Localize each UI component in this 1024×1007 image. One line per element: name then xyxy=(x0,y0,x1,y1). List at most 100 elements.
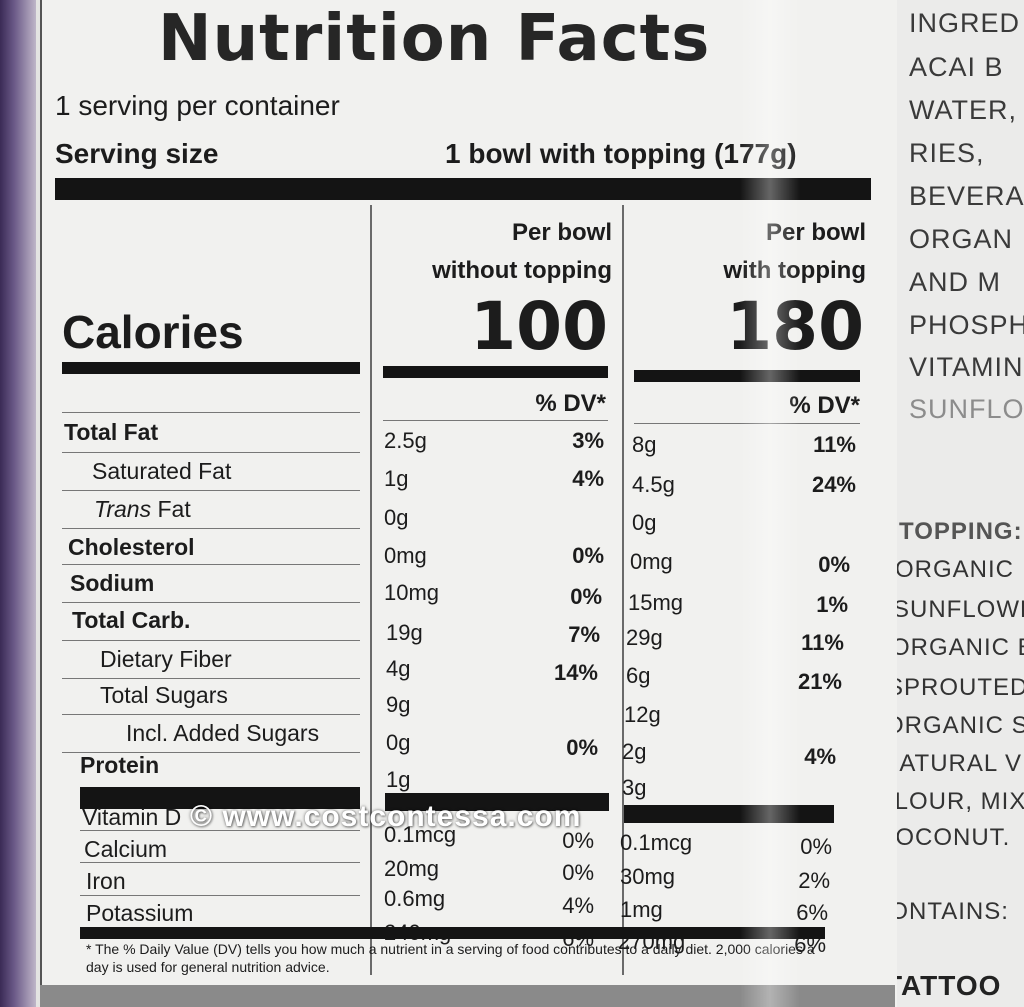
ingredient-line: ORGAN xyxy=(909,224,1014,254)
total-fat-dv-without: 3% xyxy=(572,428,604,453)
row-rule xyxy=(383,420,608,421)
nutrient-trans-fat-label: Trans Fat xyxy=(94,496,191,523)
saturated-fat-amount-without: 1g xyxy=(384,466,409,491)
dietary-fiber-amount-with: 6g xyxy=(626,663,651,688)
column-header-with-topping: Per bowl with topping xyxy=(632,214,866,290)
total-fat-dv-with: 11% xyxy=(813,432,856,457)
total-sugars-amount-with: 12g xyxy=(624,702,661,727)
protein-amount-without: 1g xyxy=(386,767,411,792)
iron-amount-without: 0.6mg xyxy=(384,886,446,911)
topping-line: SUNFLOWE xyxy=(897,596,1024,623)
nutrient-cholesterol-label: Cholesterol xyxy=(68,534,195,560)
vitamin-d-amount-without: 0.1mcg xyxy=(384,822,457,847)
total-carb-amount-with: 29g xyxy=(626,625,663,650)
total-carb-dv-without: 7% xyxy=(568,622,600,647)
total-fat-amount-without: 2.5g xyxy=(384,428,427,453)
calories-rule xyxy=(62,362,360,374)
col1-header-line1: Per bowl xyxy=(511,219,612,246)
serving-size-label: Serving size xyxy=(55,138,219,169)
ingredient-line: PHOSPH xyxy=(909,310,1024,340)
col2-header-line2: with topping xyxy=(723,257,866,284)
saturated-fat-dv-with: 24% xyxy=(811,472,856,497)
ingredient-line: RIES, xyxy=(909,138,985,168)
row-rule xyxy=(62,412,360,413)
cholesterol-dv-without: 0% xyxy=(572,543,604,568)
dv-header-with-topping: % DV* xyxy=(789,392,860,419)
total-carb-amount-without: 19g xyxy=(386,620,423,645)
nutrition-facts-title: Nutrition Facts xyxy=(158,2,711,76)
trans-fat-amount-with: 0g xyxy=(632,510,657,535)
nutrient-protein-label: Protein xyxy=(80,752,160,778)
sodium-dv-with: 1% xyxy=(816,592,848,617)
total-sugars-amount-without: 9g xyxy=(386,692,411,717)
cholesterol-amount-without: 0mg xyxy=(384,543,427,568)
protein-amount-with: 3g xyxy=(622,775,647,800)
calories-label: Calories xyxy=(62,306,244,358)
footnote-rule xyxy=(80,927,825,939)
calcium-amount-with: 30mg xyxy=(620,864,676,889)
row-rule xyxy=(62,452,360,453)
added-sugars-amount-with: 2g xyxy=(622,739,647,764)
label-bottom-edge xyxy=(40,985,895,1007)
row-rule xyxy=(62,564,360,565)
total-fat-amount-with: 8g xyxy=(632,432,657,457)
topping-line: SPROUTED xyxy=(897,674,1024,701)
servings-per-container: 1 serving per container xyxy=(55,90,340,121)
topping-line: NATURAL V xyxy=(897,750,1023,777)
row-rule xyxy=(80,830,360,831)
added-sugars-dv-with: 4% xyxy=(804,744,836,769)
package-purple-edge xyxy=(0,0,36,1007)
topping-line: ORGANIC B xyxy=(897,634,1024,661)
saturated-fat-dv-without: 4% xyxy=(572,466,604,491)
ingredient-line: VITAMIN xyxy=(909,352,1024,382)
potassium-label: Potassium xyxy=(86,900,194,926)
column-divider xyxy=(622,205,624,975)
ingredient-line: BEVERAG xyxy=(909,181,1024,211)
sodium-dv-without: 0% xyxy=(570,584,602,609)
iron-label: Iron xyxy=(86,868,126,894)
column-header-without-topping: Per bowl without topping xyxy=(380,214,612,290)
total-carb-dv-with: 11% xyxy=(801,630,844,655)
calories-rule xyxy=(383,366,608,378)
added-sugars-amount-without: 0g xyxy=(386,730,411,755)
sodium-amount-with: 15mg xyxy=(628,590,684,615)
trans-fat-amount-without: 0g xyxy=(384,505,409,530)
nutrient-total-carb-label: Total Carb. xyxy=(72,607,191,633)
topping-line: FLOUR, MIX xyxy=(897,788,1024,815)
watermark-text: © www.costcontessa.com xyxy=(190,800,582,833)
trans-italic: Trans xyxy=(94,496,152,522)
row-rule xyxy=(62,640,360,641)
row-rule xyxy=(62,490,360,491)
nutrient-added-sugars-label: Incl. Added Sugars xyxy=(126,720,320,746)
dv-header-without-topping: % DV* xyxy=(535,390,606,417)
daily-value-footnote: * The % Daily Value (DV) tells you how m… xyxy=(86,941,815,975)
protein-rule xyxy=(385,793,609,811)
calcium-amount-without: 20mg xyxy=(384,856,440,881)
saturated-fat-amount-with: 4.5g xyxy=(632,472,675,497)
thick-divider xyxy=(55,178,871,200)
dietary-fiber-amount-without: 4g xyxy=(386,656,411,681)
row-rule xyxy=(62,602,360,603)
nutrient-total-fat-label: Total Fat xyxy=(64,419,159,445)
vitamin-d-label: Vitamin D xyxy=(82,804,182,830)
row-rule xyxy=(80,895,360,896)
ingredient-line: ACAI B xyxy=(909,52,1004,82)
brand-text: TATTOO xyxy=(897,970,1002,1001)
serving-size-value: 1 bowl with topping (177g) xyxy=(445,138,797,169)
calcium-label: Calcium xyxy=(84,836,168,862)
col2-header-line1: Per bowl xyxy=(765,219,866,246)
nutrient-sodium-label: Sodium xyxy=(70,570,155,596)
row-rule xyxy=(62,714,360,715)
calories-without-topping: 100 xyxy=(470,288,608,365)
dietary-fiber-dv-with: 21% xyxy=(797,669,842,694)
row-rule xyxy=(62,678,360,679)
added-sugars-dv-without: 0% xyxy=(566,735,598,760)
calcium-dv-without: 0% xyxy=(562,860,594,885)
column-divider xyxy=(370,205,372,975)
sodium-amount-without: 10mg xyxy=(384,580,440,605)
topping-line: ORGANIC S xyxy=(897,712,1024,739)
cholesterol-amount-with: 0mg xyxy=(630,549,673,574)
iron-dv-without: 4% xyxy=(562,893,594,918)
topping-header: TOPPING: xyxy=(899,518,1023,545)
ingredient-line: SUNFLOW xyxy=(909,394,1024,424)
